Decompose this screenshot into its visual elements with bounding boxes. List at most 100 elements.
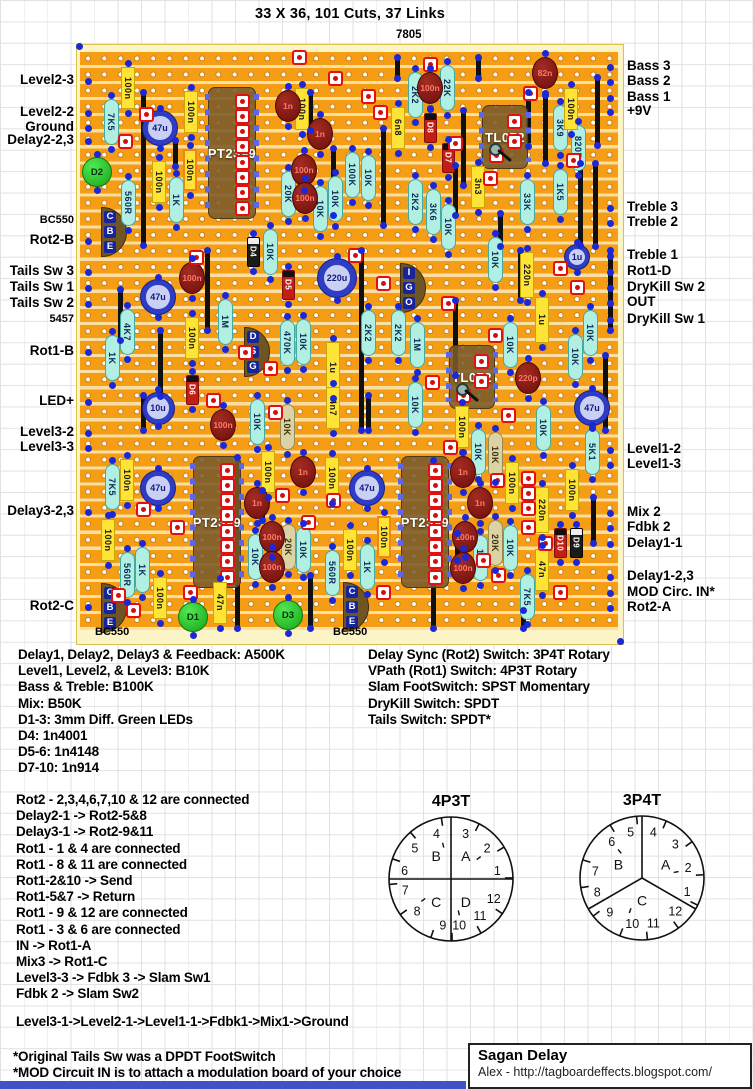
led-D2: D2 [82,157,112,187]
wire-point [84,444,92,452]
board-row-label-right: Treble 1 [627,247,679,262]
wire-point [556,161,564,169]
wire-point [266,221,274,229]
wire-point [124,109,132,117]
svg-text:12: 12 [487,892,501,906]
trace-cut [500,407,516,423]
wire-point [284,629,292,637]
trace-cut [219,569,235,585]
trace-cut [482,170,498,186]
trace-cut [520,519,536,535]
board-row-label-right: Level1-2 [627,441,682,456]
wire-point [116,285,124,293]
wire-point [329,211,337,219]
wire-point [474,421,482,429]
wire-link [394,57,400,78]
wire-point [573,268,581,276]
wire-point [139,426,147,434]
wire-point [363,504,371,512]
wire-point [188,294,196,302]
capacitor-film-100n: 100n [505,462,519,504]
wire-point [379,124,387,132]
wire-point [506,314,514,322]
wire-point [586,356,594,364]
trace-cut [473,373,489,389]
wire-point [443,111,451,119]
board-row-label-right: Delay1-1 [627,535,683,550]
svg-text:C: C [431,894,441,910]
wire-point [299,488,307,496]
wire-point [538,479,546,487]
wire-point [189,631,197,639]
wire-point [591,242,599,250]
wire-point [606,446,614,454]
svg-text:3: 3 [672,838,679,852]
svg-text:8: 8 [414,905,421,919]
diode-D4: D4 [246,237,260,267]
wire-point [328,596,336,604]
wire-link [157,330,163,396]
board-row-label-right: Mix 2 [627,504,661,519]
wire-point [108,456,116,464]
wire-point [123,355,131,363]
wire-point [123,451,131,459]
trace-cut [442,439,458,455]
page-title: 33 X 36, 101 Cuts, 37 Links [255,6,445,22]
switch-spec-line: DryKill Switch: SPDT [368,695,500,711]
trace-cut [135,501,151,517]
resistor-1M: 1M [409,322,425,368]
wire-point [331,222,339,230]
led-D1: D1 [178,602,208,632]
wire-point [606,604,614,612]
wire-point [187,133,195,141]
board-row-label-left: Tails Sw 3 [9,263,74,278]
resistor-10K: 10K [279,404,295,450]
wire-point [328,542,336,550]
component-spec-line: D1-3: 3mm Diff. Green LEDs [18,711,193,727]
resistor-560R: 560R [120,180,136,226]
wire-point [249,267,257,275]
wire-point [186,141,194,149]
trace-cut [427,508,443,524]
trace-cut [219,523,235,539]
trace-cut [424,374,440,390]
wire-point [426,64,434,72]
wire-point [84,429,92,437]
resistor-100K: 100K [344,152,360,198]
wire-point [567,80,575,88]
wire-point [156,104,164,112]
resistor-560R: 560R [119,552,135,598]
wire-point [556,520,564,528]
wire-point [188,359,196,367]
capacitor-film-100n: 100n [101,519,115,561]
wire-point [429,235,437,243]
diode-D10: D10 [553,528,567,558]
wire-point [84,124,92,132]
capacitor-electrolytic-47u: 47u [574,390,610,426]
wire-point [363,464,371,472]
wire-point [586,302,594,310]
wire-point [394,302,402,310]
wire-point [606,78,614,86]
board-row-label-left: Level3-3 [19,439,74,454]
wire-point [393,74,401,82]
wire-point [93,150,101,158]
board-row-label-right: Fdbk 2 [627,519,671,534]
trace-cut [520,485,536,501]
wire-point [606,63,614,71]
trace-cut [427,493,443,509]
wire-point [556,215,564,223]
wire-point [251,526,259,534]
wire-point [284,82,292,90]
wire-point [268,553,276,561]
wire-point [306,88,314,96]
switch-spec-line: Delay Sync (Rot2) Switch: 3P4T Rotary [368,647,610,662]
trace-cut [234,170,250,185]
wire-point [539,451,547,459]
wire-point [251,580,259,588]
wire-point [429,624,437,632]
wire-point [298,80,306,88]
trace-cut [475,552,491,568]
capacitor-ceramic-100n: 100n [179,262,205,294]
